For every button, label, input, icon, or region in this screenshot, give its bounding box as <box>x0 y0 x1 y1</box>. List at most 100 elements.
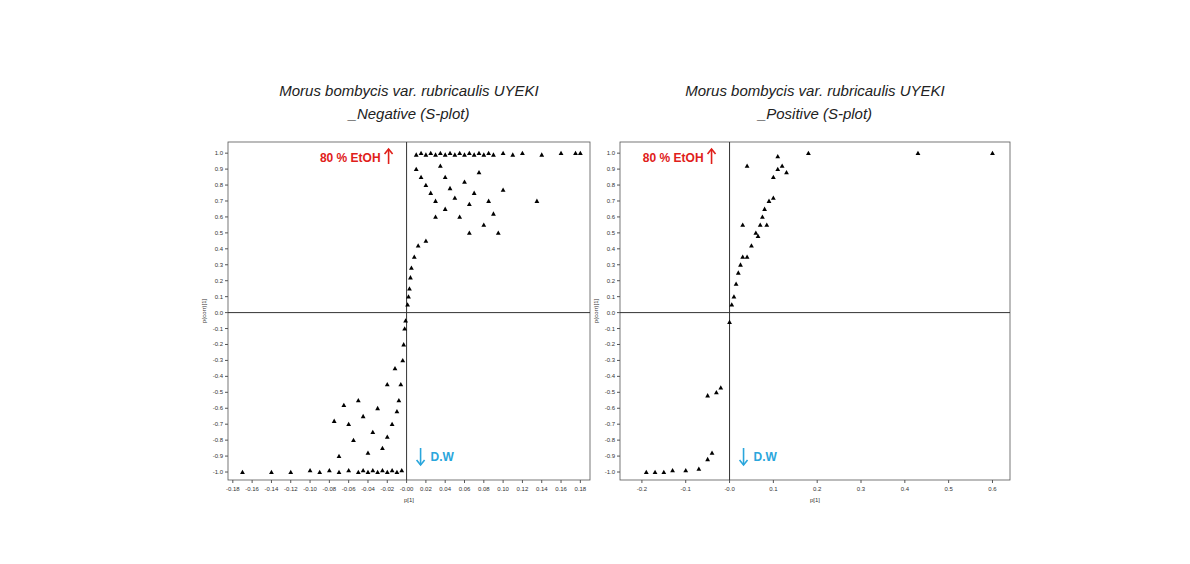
annotation-arrow <box>420 448 422 465</box>
x-tick-label: -0.02 <box>380 486 394 492</box>
point <box>380 468 385 472</box>
point <box>520 151 525 155</box>
point <box>443 207 448 211</box>
x-axis-label: p[1] <box>810 497 820 503</box>
annotation-arrow-head <box>708 149 716 154</box>
point <box>400 358 405 362</box>
point <box>240 470 245 474</box>
y-tick-label: -0.9 <box>213 453 224 459</box>
x-tick-label: 0.4 <box>901 486 910 492</box>
y-tick <box>617 440 620 441</box>
x-tick-label: -0.06 <box>342 486 356 492</box>
point <box>308 468 313 472</box>
y-tick-label: -1.0 <box>605 469 616 475</box>
x-tick-label: 0.6 <box>988 486 997 492</box>
y-tick <box>225 376 228 377</box>
point <box>732 294 737 298</box>
point <box>806 151 811 155</box>
y-tick-label: -0.6 <box>213 405 224 411</box>
point <box>393 366 398 370</box>
point <box>407 286 412 290</box>
point <box>760 215 765 219</box>
y-tick <box>225 200 228 201</box>
y-tick <box>617 456 620 457</box>
point <box>539 152 544 156</box>
point <box>370 430 375 434</box>
y-tick-label: 0.0 <box>607 310 616 316</box>
x-tick-label: -0.12 <box>284 486 298 492</box>
point <box>486 199 491 203</box>
y-tick <box>225 169 228 170</box>
x-tick-label: 0.02 <box>420 486 432 492</box>
point <box>414 152 419 156</box>
y-tick-label: -0.4 <box>213 373 224 379</box>
x-tick <box>861 480 862 483</box>
point <box>398 382 403 386</box>
point <box>578 151 583 155</box>
y-tick-label: 0.4 <box>607 246 616 252</box>
x-tick <box>445 480 446 483</box>
y-tick-label: -0.5 <box>213 389 224 395</box>
point <box>332 419 337 423</box>
point <box>573 151 578 155</box>
point <box>472 191 477 195</box>
point <box>409 266 414 270</box>
annotation-arrow <box>711 149 713 164</box>
y-tick <box>617 296 620 297</box>
y-tick-label: -0.4 <box>605 373 616 379</box>
y-tick-label: -0.8 <box>605 437 616 443</box>
point <box>535 199 540 203</box>
x-tick-label: 0.10 <box>497 486 509 492</box>
point <box>438 164 443 168</box>
x-tick-label: 0.06 <box>459 486 471 492</box>
point <box>734 281 739 285</box>
x-tick-label: -0.1 <box>681 486 692 492</box>
point <box>366 450 371 454</box>
y-tick-label: 0.9 <box>607 166 616 172</box>
y-tick-label: 0.7 <box>607 198 616 204</box>
y-tick-label: 0.3 <box>607 262 616 268</box>
x-tick-label: -0.0 <box>724 486 735 492</box>
y-tick <box>225 185 228 186</box>
point <box>401 342 406 346</box>
y-tick-label: -0.6 <box>605 405 616 411</box>
y-tick-label: -0.3 <box>605 357 616 363</box>
point <box>745 254 750 258</box>
x-tick <box>817 480 818 483</box>
y-tick <box>617 200 620 201</box>
point <box>477 151 482 155</box>
point <box>762 207 767 211</box>
title: Morus bombycis var. rubricaulis UYEKI <box>685 82 945 99</box>
point <box>380 446 385 450</box>
y-tick-label: -0.7 <box>605 421 616 427</box>
y-tick <box>617 424 620 425</box>
point <box>390 468 395 472</box>
point <box>269 470 274 474</box>
point <box>767 199 772 203</box>
y-tick <box>617 153 620 154</box>
annotation-arrow-head <box>417 460 425 465</box>
y-tick <box>617 408 620 409</box>
point <box>419 151 424 155</box>
x-tick-label: 0.04 <box>439 486 451 492</box>
x-tick <box>729 480 730 483</box>
annotation-arrow-head <box>385 149 393 154</box>
x-tick-label: 0.2 <box>813 486 822 492</box>
point <box>758 223 763 227</box>
point <box>745 164 750 168</box>
x-tick-label: 0.12 <box>517 486 529 492</box>
point <box>423 152 428 156</box>
point <box>375 406 380 410</box>
x-tick <box>464 480 465 483</box>
y-tick <box>225 312 228 313</box>
y-tick-label: 0.6 <box>215 214 224 220</box>
point <box>753 230 758 234</box>
point <box>481 223 486 227</box>
point <box>395 470 400 474</box>
point <box>327 468 332 472</box>
point <box>491 152 496 156</box>
point <box>337 454 342 458</box>
x-tick-label: 0.16 <box>555 486 567 492</box>
zero-line-x <box>729 142 730 480</box>
y-tick-label: 0.8 <box>215 182 224 188</box>
